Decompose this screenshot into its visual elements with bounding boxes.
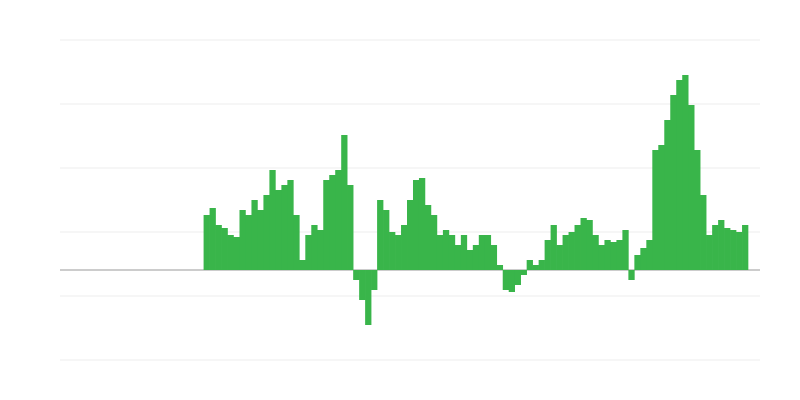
bar — [484, 235, 492, 270]
bar — [538, 260, 545, 270]
bar — [383, 210, 390, 270]
bar — [221, 228, 228, 270]
bar — [520, 270, 527, 275]
bar — [628, 270, 635, 280]
bar — [245, 215, 252, 270]
bar — [598, 245, 605, 270]
bar — [514, 270, 521, 285]
bar — [718, 220, 725, 270]
bar — [730, 230, 737, 270]
bar — [233, 237, 240, 270]
bar — [592, 235, 599, 270]
bar — [442, 230, 450, 270]
bar — [508, 270, 516, 292]
bar — [389, 232, 396, 270]
bar — [335, 170, 342, 270]
bar — [622, 230, 629, 270]
bar — [281, 185, 288, 270]
bar — [418, 178, 426, 270]
bar — [472, 245, 480, 270]
bar — [299, 260, 306, 270]
bar — [640, 248, 647, 270]
bar — [712, 225, 719, 270]
bar — [700, 195, 707, 270]
bar — [550, 225, 557, 270]
bar — [652, 150, 659, 270]
bar — [227, 235, 234, 270]
bar — [317, 230, 324, 270]
bar — [460, 235, 468, 270]
bar — [502, 270, 510, 290]
bar — [275, 190, 282, 270]
bar — [215, 225, 222, 270]
bar — [203, 215, 210, 270]
bar — [305, 235, 312, 270]
bar — [239, 210, 246, 270]
bar — [395, 235, 402, 270]
bar — [448, 235, 456, 270]
bar — [496, 265, 504, 270]
bar — [568, 232, 575, 270]
bar — [329, 175, 336, 270]
bar — [401, 225, 408, 270]
bar — [454, 245, 462, 270]
bar — [736, 232, 743, 270]
bar — [676, 80, 683, 270]
bar — [664, 120, 671, 270]
bar — [562, 235, 569, 270]
bar — [646, 240, 653, 270]
bar — [616, 240, 623, 270]
bar — [556, 245, 563, 270]
bar — [670, 95, 677, 270]
bar — [742, 225, 749, 270]
bar — [574, 225, 581, 270]
bar — [634, 255, 641, 270]
bar — [586, 220, 593, 270]
bar — [526, 260, 533, 270]
bar — [430, 215, 438, 270]
bar — [311, 225, 318, 270]
bar — [580, 218, 587, 270]
bar — [688, 105, 695, 270]
bar — [610, 242, 617, 270]
bar — [209, 208, 216, 270]
bar — [694, 150, 701, 270]
bar — [724, 228, 731, 270]
bar — [293, 215, 300, 270]
bar — [424, 205, 432, 270]
bar — [257, 210, 264, 270]
bar — [658, 145, 665, 270]
bar — [412, 180, 420, 270]
bar — [466, 250, 474, 270]
bar — [407, 200, 414, 270]
bar — [341, 135, 348, 270]
bar — [269, 170, 276, 270]
bar — [371, 270, 378, 290]
bar — [490, 245, 498, 270]
bar — [532, 265, 539, 270]
bar — [287, 180, 294, 270]
bar — [365, 270, 372, 325]
bar — [377, 200, 384, 270]
bar — [544, 240, 551, 270]
bar — [604, 240, 611, 270]
bar — [263, 195, 270, 270]
bar — [478, 235, 486, 270]
bar — [251, 200, 258, 270]
bar — [347, 185, 354, 270]
bar — [353, 270, 360, 280]
bar — [682, 75, 689, 270]
bar — [436, 235, 444, 270]
bar — [706, 235, 713, 270]
bar — [359, 270, 366, 300]
bar — [323, 180, 330, 270]
